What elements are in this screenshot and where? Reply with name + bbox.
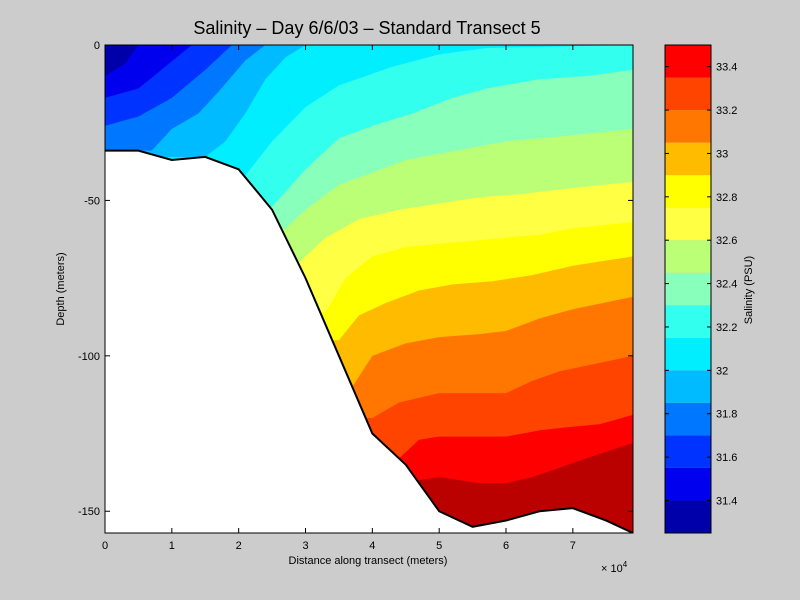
- chart-title: Salinity – Day 6/6/03 – Standard Transec…: [193, 18, 540, 38]
- colorbar-tick-label: 33.2: [716, 105, 737, 117]
- colorbar-ticks: 31.4 31.6 31.8 32 32.2 32.4 32.6 32.8 33 33.2 33.4: [665, 62, 737, 507]
- plot-frame: [104, 44, 634, 534]
- seafloor-fill: [105, 150, 633, 533]
- x-tick-label: 6: [503, 540, 509, 552]
- colorbar-label: Salinity (PSU): [743, 256, 755, 324]
- colorbar-tick-label: 32.6: [716, 235, 737, 247]
- colorbar-band: [665, 337, 711, 371]
- colorbar-tick-label: 33.4: [716, 62, 737, 74]
- colorbar-tick-label: 32.4: [716, 279, 737, 291]
- colorbar-band: [665, 272, 711, 306]
- x-tick-label: 0: [102, 540, 108, 552]
- x-tick-label: 3: [302, 540, 308, 552]
- colorbar-tick-label: 32.2: [716, 322, 737, 334]
- x-axis-multiplier-base: × 10: [601, 563, 623, 575]
- x-axis-multiplier: × 104: [601, 560, 628, 575]
- colorbar-bands: [665, 45, 711, 533]
- colorbar-tick-label: 32.8: [716, 192, 737, 204]
- y-tick-label: -50: [84, 195, 100, 207]
- colorbar-tick-label: 31.6: [716, 452, 737, 464]
- x-axis-ticks: 0 1 2 3 4 5 6 7: [102, 45, 576, 552]
- seafloor-line: [105, 149, 633, 533]
- colorbar-band: [665, 175, 711, 208]
- y-axis-label: Depth (meters): [55, 252, 67, 325]
- colorbar-band: [665, 467, 711, 501]
- seafloor-bottom: [105, 149, 633, 533]
- y-axis-ticks: 0 -50 -100 -150: [78, 40, 633, 518]
- x-tick-label: 7: [570, 540, 576, 552]
- y-tick-label: -100: [78, 351, 100, 363]
- colorbar-frame: [664, 44, 712, 534]
- x-tick-label: 4: [369, 540, 375, 552]
- colorbar-band: [665, 370, 711, 403]
- colorbar-band: [665, 45, 711, 78]
- y-tick-label: -150: [78, 506, 100, 518]
- x-tick-label: 1: [169, 540, 175, 552]
- x-tick-label: 2: [236, 540, 242, 552]
- colorbar-tick-label: 31.8: [716, 409, 737, 421]
- contour-band: [105, 45, 139, 77]
- colorbar-band: [665, 305, 711, 338]
- colorbar-band: [665, 77, 711, 111]
- colorbar-band: [665, 142, 711, 176]
- x-axis-label: Distance along transect (meters): [289, 555, 448, 567]
- colorbar-tick-label: 32: [716, 365, 728, 377]
- colorbar-tick-label: 31.4: [716, 495, 737, 507]
- colorbar: 31.4 31.6 31.8 32 32.2 32.4 32.6 32.8 33 33.2 33.4: [664, 44, 737, 534]
- y-tick-label: 0: [94, 40, 100, 52]
- x-tick-label: 5: [436, 540, 442, 552]
- colorbar-band: [665, 435, 711, 468]
- plot-area: 0 1 2 3 4 5 6 7 0 -50 -100 -150: [78, 40, 634, 552]
- x-axis-multiplier-exponent: 4: [623, 560, 628, 569]
- colorbar-tick-label: 33: [716, 148, 728, 160]
- colorbar-band: [665, 207, 711, 241]
- colorbar-band: [665, 500, 711, 533]
- colorbar-band: [665, 240, 711, 273]
- colorbar-band: [665, 402, 711, 436]
- colorbar-band: [665, 110, 711, 143]
